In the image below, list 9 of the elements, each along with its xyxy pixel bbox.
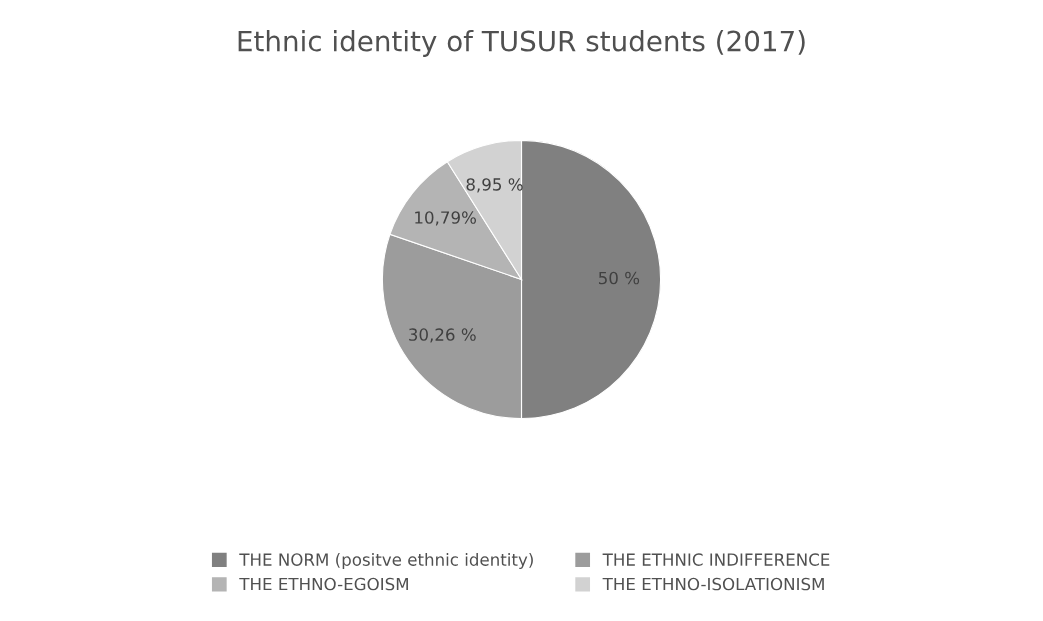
data-label: 30,26 % [409, 328, 476, 343]
legend-label: THE ETHNO-ISOLATIONISM [602, 577, 824, 591]
data-label: 50 % [598, 271, 640, 285]
legend-label: THE ETHNO-EGOISM [239, 577, 408, 591]
legend-label: THE ETHNIC INDIFFERENCE [602, 553, 830, 566]
chart-title: Ethnic identity of TUSUR students (2017) [238, 30, 805, 57]
legend-label: THE NORM (positve ethnic identity) [239, 552, 533, 570]
data-label: 10,79% [415, 211, 476, 226]
data-label: 8,95 % [466, 178, 523, 193]
